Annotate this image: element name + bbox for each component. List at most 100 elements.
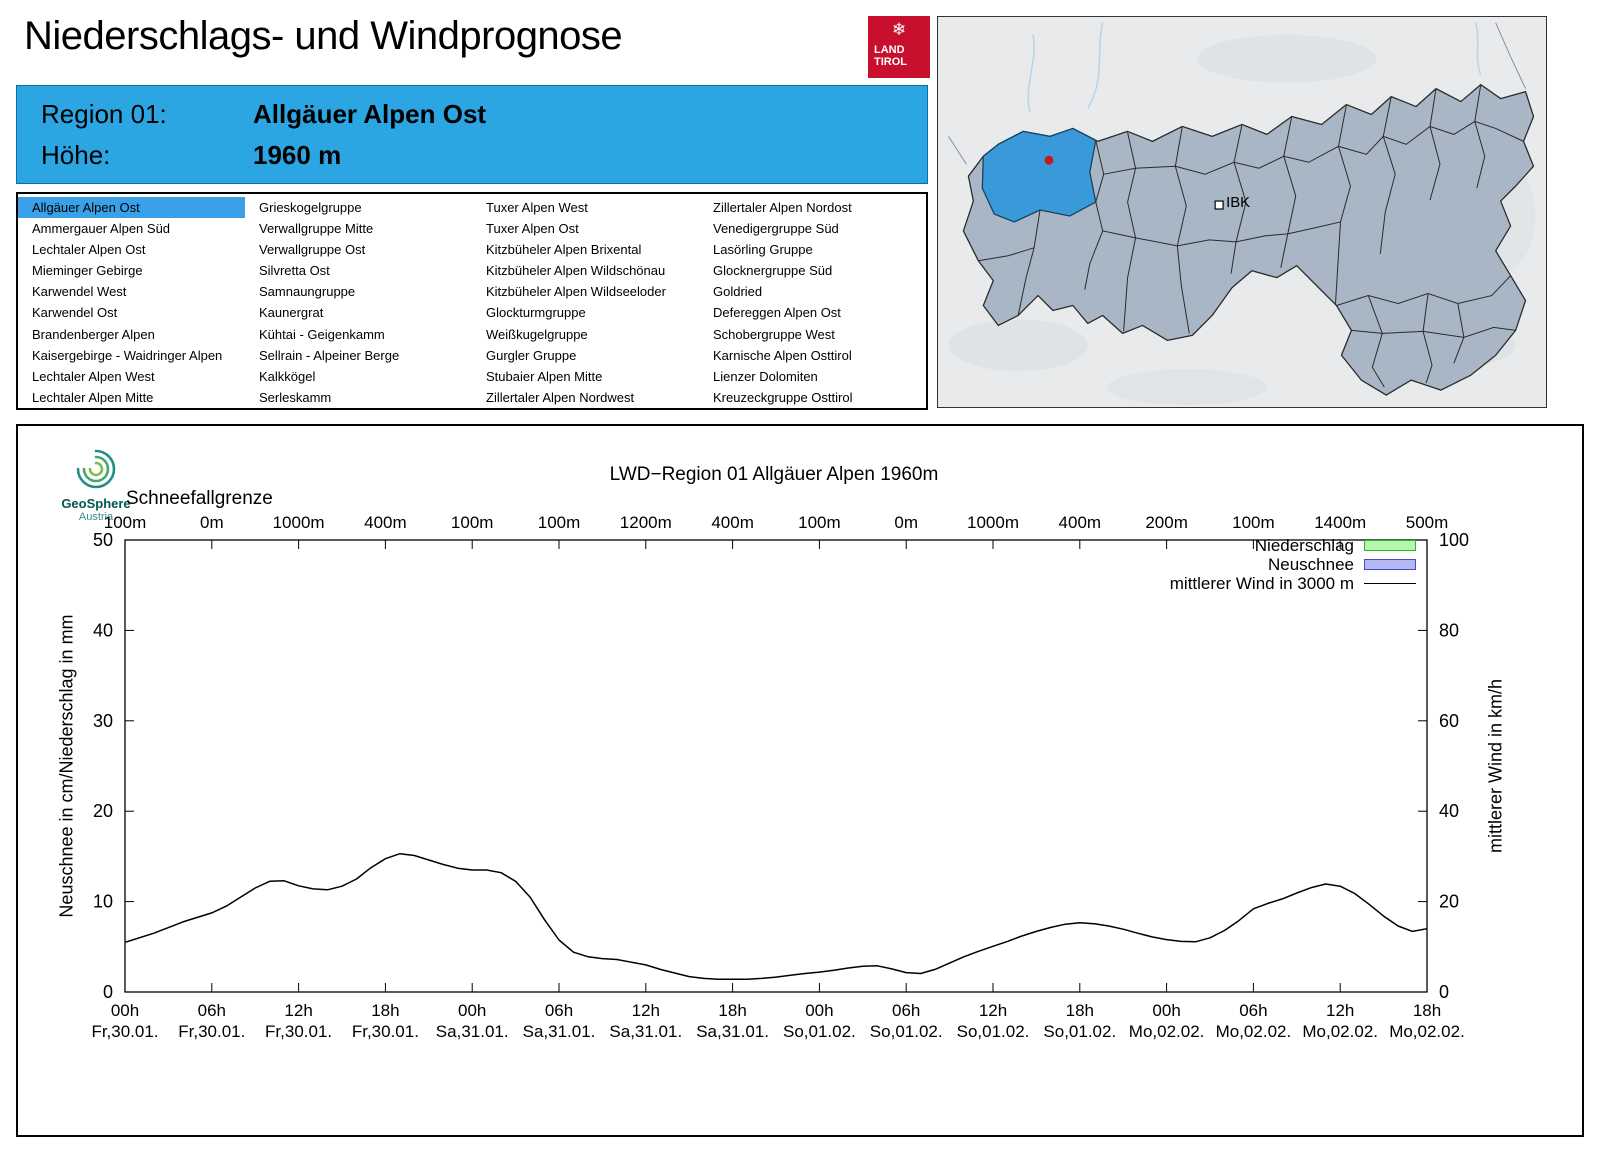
region-list-item[interactable]: Weißkugelgruppe <box>486 326 588 342</box>
region-list-item[interactable]: Karwendel West <box>32 284 127 300</box>
land-tirol-logo: ❄ LAND TIROL <box>868 16 930 78</box>
svg-text:12h: 12h <box>979 1001 1007 1020</box>
snowline-label: Schneefallgrenze <box>126 488 273 509</box>
legend-swatch <box>1364 559 1416 570</box>
svg-text:100m: 100m <box>538 513 581 532</box>
svg-text:80: 80 <box>1439 620 1459 640</box>
snowline-values: 100m 0m 1000m 400m 100m 100m 1200m 400m 100m 0m 10… <box>104 513 1449 532</box>
ibk-marker <box>1214 200 1224 210</box>
region-list-item[interactable]: Verwallgruppe Mitte <box>259 221 374 237</box>
legend-item: Neuschnee <box>1170 555 1416 574</box>
region-list-item[interactable]: Silvretta Ost <box>259 263 330 279</box>
region-list-item[interactable]: Kitzbüheler Alpen Wildschönau <box>486 263 666 279</box>
region-list-item[interactable]: Kalkkögel <box>259 368 316 384</box>
region-list-item[interactable]: Allgäuer Alpen Ost <box>18 197 245 219</box>
svg-text:1000m: 1000m <box>967 513 1019 532</box>
svg-text:18h: 18h <box>371 1001 399 1020</box>
legend-swatch <box>1364 540 1416 551</box>
svg-text:18h: 18h <box>1413 1001 1441 1020</box>
region-list-item[interactable]: Gurgler Gruppe <box>486 347 577 363</box>
region-list-item[interactable]: Tuxer Alpen West <box>486 200 588 215</box>
region-list-item[interactable]: Sellrain - Alpeiner Berge <box>259 347 400 363</box>
region-list-item[interactable]: Ammergauer Alpen Süd <box>32 221 171 237</box>
region-list-item[interactable]: Tuxer Alpen Ost <box>486 221 579 237</box>
svg-text:40: 40 <box>1439 801 1459 821</box>
tirol-map[interactable]: IBK <box>937 16 1547 408</box>
svg-text:00h: 00h <box>1152 1001 1180 1020</box>
region-list-item[interactable]: Brandenberger Alpen <box>32 326 155 342</box>
region-list-item[interactable]: Lechtaler Alpen Ost <box>32 242 146 258</box>
geosphere-sub: Austria <box>78 511 114 523</box>
region-list-item[interactable]: Zillertaler Alpen Nordwest <box>486 389 635 405</box>
x-axis-ticks <box>124 540 1428 992</box>
region-list-item[interactable]: Serleskamm <box>259 389 332 405</box>
svg-text:400m: 400m <box>711 513 754 532</box>
y-axis-title-right: mittlerer Wind in km/h <box>1485 678 1506 854</box>
svg-text:400m: 400m <box>364 513 407 532</box>
altitude-label: Höhe: <box>41 140 111 170</box>
svg-text:Fr,30.01.: Fr,30.01. <box>265 1022 332 1041</box>
chart-legend: Niederschlag Neuschnee mittlerer Wind in 3… <box>1170 536 1416 593</box>
legend-item: mittlerer Wind in 3000 m <box>1170 574 1416 593</box>
region-list-item[interactable]: Kitzbüheler Alpen Brixental <box>486 242 642 258</box>
region-list-item[interactable]: Glocknergruppe Süd <box>713 263 833 279</box>
altitude-value: 1960 m <box>253 140 342 170</box>
region-list: Allgäuer Alpen Ost Ammergauer Alpen Süd Le… <box>16 192 928 410</box>
svg-text:Sa,31.01.: Sa,31.01. <box>696 1022 769 1041</box>
region-list-item[interactable]: Goldried <box>713 284 763 300</box>
svg-text:500m: 500m <box>1406 513 1449 532</box>
forecast-chart: GeoSphere Austria LWD−Region 01 Allgäuer… <box>16 424 1584 1137</box>
region-list-item[interactable]: Karnische Alpen Osttirol <box>713 347 852 363</box>
region-list-item[interactable]: Kühtai - Geigenkamm <box>259 326 385 342</box>
svg-text:100m: 100m <box>104 513 147 532</box>
region-list-item[interactable]: Kreuzeckgruppe Osttirol <box>713 389 853 405</box>
svg-text:Sa,31.01.: Sa,31.01. <box>436 1022 509 1041</box>
region-list-item[interactable]: Lechtaler Alpen Mitte <box>32 389 154 405</box>
region-value: Allgäuer Alpen Ost <box>253 99 487 129</box>
svg-text:100m: 100m <box>1232 513 1275 532</box>
region-list-item[interactable]: Grieskogelgruppe <box>259 200 362 215</box>
region-list-item[interactable]: Glockturmgruppe <box>486 305 586 321</box>
svg-text:18h: 18h <box>718 1001 746 1020</box>
svg-text:12h: 12h <box>632 1001 660 1020</box>
region-marker-dot <box>1044 155 1054 165</box>
region-list-column: Grieskogelgruppe Verwallgruppe Mitte Verwa… <box>245 197 472 408</box>
region-list-item[interactable]: Lechtaler Alpen West <box>32 368 155 384</box>
geosphere-name: GeoSphere <box>61 496 131 511</box>
region-list-item[interactable]: Kitzbüheler Alpen Wildseeloder <box>486 284 666 300</box>
geosphere-logo: GeoSphere Austria <box>48 446 144 523</box>
svg-text:400m: 400m <box>1059 513 1102 532</box>
logo-text: LAND TIROL <box>874 44 924 68</box>
ibk-label: IBK <box>1226 194 1250 211</box>
svg-text:0m: 0m <box>200 513 224 532</box>
region-list-item[interactable]: Zillertaler Alpen Nordost <box>713 200 852 215</box>
region-list-item[interactable]: Kaunergrat <box>259 305 324 321</box>
region-list-item[interactable]: Defereggen Alpen Ost <box>713 305 841 321</box>
selected-region-shape[interactable] <box>981 127 1097 223</box>
region-list-item[interactable]: Venedigergruppe Süd <box>713 221 839 237</box>
region-list-item[interactable]: Stubaier Alpen Mitte <box>486 368 603 384</box>
region-list-item[interactable]: Samnaungruppe <box>259 284 356 300</box>
y-axis-title-left: Neuschnee in cm/Niederschlag in mm <box>56 614 77 918</box>
region-list-item[interactable]: Lienzer Dolomiten <box>713 368 818 384</box>
svg-text:Mo,02.02.: Mo,02.02. <box>1302 1022 1378 1041</box>
country-border-lines <box>948 22 1526 165</box>
region-list-item[interactable]: Mieminger Gebirge <box>32 263 143 279</box>
svg-text:Fr,30.01.: Fr,30.01. <box>91 1022 158 1041</box>
chart-title: LWD−Region 01 Allgäuer Alpen 1960m <box>609 464 939 485</box>
svg-text:40: 40 <box>93 620 113 640</box>
region-list-column: Zillertaler Alpen Nordost Venedigergruppe… <box>699 197 926 408</box>
svg-text:Mo,02.02.: Mo,02.02. <box>1129 1022 1205 1041</box>
svg-text:So,01.02.: So,01.02. <box>783 1022 856 1041</box>
region-list-item[interactable]: Schobergruppe West <box>713 326 835 342</box>
region-list-item[interactable]: Lasörling Gruppe <box>713 242 813 258</box>
region-list-item[interactable]: Verwallgruppe Ost <box>259 242 366 258</box>
region-list-item[interactable]: Kaisergebirge - Waidringer Alpen <box>32 347 223 363</box>
plot-frame <box>124 539 1428 993</box>
svg-text:0m: 0m <box>894 513 918 532</box>
district-borders <box>978 84 1524 388</box>
region-list-item[interactable]: Karwendel Ost <box>32 305 118 321</box>
svg-text:50: 50 <box>93 530 113 550</box>
svg-text:100m: 100m <box>798 513 841 532</box>
legend-label: mittlerer Wind in 3000 m <box>1169 573 1354 593</box>
